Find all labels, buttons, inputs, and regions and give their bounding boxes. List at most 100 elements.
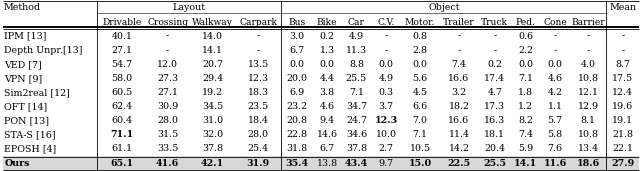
Text: 31.8: 31.8 [286, 144, 307, 154]
Text: 7.0: 7.0 [413, 116, 428, 125]
Text: 11.6: 11.6 [543, 159, 567, 168]
Text: 7.1: 7.1 [518, 74, 533, 83]
Text: 34.5: 34.5 [202, 102, 223, 111]
Text: 21.8: 21.8 [612, 130, 634, 139]
Text: 40.1: 40.1 [111, 32, 132, 41]
Text: 37.8: 37.8 [202, 144, 223, 154]
Text: 1.2: 1.2 [518, 102, 533, 111]
Text: 19.6: 19.6 [612, 102, 634, 111]
Text: 20.4: 20.4 [484, 144, 506, 154]
Text: -: - [385, 32, 388, 41]
Text: 12.9: 12.9 [578, 102, 599, 111]
Text: -: - [554, 32, 557, 41]
Text: 14.2: 14.2 [449, 144, 470, 154]
Text: Cone: Cone [543, 17, 567, 27]
Text: 0.6: 0.6 [518, 32, 533, 41]
Text: VED [7]: VED [7] [4, 60, 42, 69]
Text: Ped.: Ped. [516, 17, 536, 27]
Text: 10.8: 10.8 [578, 74, 599, 83]
Text: 7.1: 7.1 [349, 88, 364, 97]
Text: 37.8: 37.8 [346, 144, 367, 154]
Text: 5.8: 5.8 [548, 130, 563, 139]
Text: PON [13]: PON [13] [4, 116, 50, 125]
Text: 43.4: 43.4 [345, 159, 368, 168]
Text: 0.0: 0.0 [379, 60, 394, 69]
Text: 31.0: 31.0 [202, 116, 223, 125]
Text: -: - [385, 46, 388, 55]
Text: 7.4: 7.4 [518, 130, 533, 139]
Text: 4.9: 4.9 [379, 74, 394, 83]
Text: 0.3: 0.3 [379, 88, 394, 97]
Text: 0.8: 0.8 [413, 32, 428, 41]
Text: 3.7: 3.7 [379, 102, 394, 111]
Text: Object: Object [428, 3, 460, 12]
Text: 14.1: 14.1 [514, 159, 538, 168]
Text: 25.5: 25.5 [483, 159, 506, 168]
Text: Bus: Bus [288, 17, 305, 27]
Text: Ours: Ours [4, 159, 30, 168]
Text: 16.3: 16.3 [484, 116, 506, 125]
Text: 20.7: 20.7 [202, 60, 223, 69]
Text: 4.6: 4.6 [319, 102, 335, 111]
Text: 34.7: 34.7 [346, 102, 367, 111]
Text: 61.1: 61.1 [111, 144, 132, 154]
Text: 1.8: 1.8 [518, 88, 533, 97]
Text: 28.0: 28.0 [157, 116, 178, 125]
Text: 27.1: 27.1 [157, 88, 178, 97]
Text: 1.3: 1.3 [319, 46, 335, 55]
Text: 6.7: 6.7 [319, 144, 335, 154]
Text: 0.0: 0.0 [518, 60, 533, 69]
Text: 12.3: 12.3 [248, 74, 269, 83]
Text: -: - [621, 46, 625, 55]
Text: -: - [257, 46, 260, 55]
Text: -: - [458, 32, 461, 41]
Text: 11.4: 11.4 [449, 130, 470, 139]
Text: 60.5: 60.5 [111, 88, 132, 97]
Text: 8.1: 8.1 [580, 116, 596, 125]
Text: 2.2: 2.2 [518, 46, 533, 55]
Text: 22.1: 22.1 [612, 144, 634, 154]
Text: 17.4: 17.4 [484, 74, 506, 83]
Text: 17.5: 17.5 [612, 74, 634, 83]
Text: Bike: Bike [317, 17, 337, 27]
Text: 4.9: 4.9 [349, 32, 364, 41]
Text: 23.5: 23.5 [248, 102, 269, 111]
Text: 0.0: 0.0 [413, 60, 428, 69]
Text: 60.4: 60.4 [111, 116, 132, 125]
Text: STA-S [16]: STA-S [16] [4, 130, 56, 139]
Text: 17.3: 17.3 [484, 102, 506, 111]
Text: 10.0: 10.0 [376, 130, 397, 139]
Text: 11.3: 11.3 [346, 46, 367, 55]
Text: Truck: Truck [481, 17, 508, 27]
Text: 10.5: 10.5 [410, 144, 431, 154]
Text: 12.3: 12.3 [374, 116, 398, 125]
Text: 23.2: 23.2 [286, 102, 307, 111]
Text: 0.2: 0.2 [487, 60, 502, 69]
Text: Mean: Mean [609, 3, 636, 12]
Text: 42.1: 42.1 [201, 159, 224, 168]
Text: 19.1: 19.1 [612, 116, 634, 125]
Text: Depth Unpr.[13]: Depth Unpr.[13] [4, 46, 83, 55]
Text: 18.4: 18.4 [248, 116, 269, 125]
Text: 1.1: 1.1 [548, 102, 563, 111]
Text: 27.1: 27.1 [111, 46, 132, 55]
Text: 32.0: 32.0 [202, 130, 223, 139]
Text: 31.5: 31.5 [157, 130, 178, 139]
Text: 12.4: 12.4 [612, 88, 634, 97]
Text: Sim2real [12]: Sim2real [12] [4, 88, 70, 97]
Text: 18.2: 18.2 [449, 102, 470, 111]
Text: 4.7: 4.7 [487, 88, 502, 97]
Text: 14.0: 14.0 [202, 32, 223, 41]
Text: 4.4: 4.4 [319, 74, 335, 83]
Text: 20.0: 20.0 [286, 74, 307, 83]
Text: 20.8: 20.8 [286, 116, 307, 125]
Text: 13.4: 13.4 [578, 144, 599, 154]
Text: 7.6: 7.6 [548, 144, 563, 154]
Text: 27.3: 27.3 [157, 74, 178, 83]
Text: 13.8: 13.8 [316, 159, 337, 168]
Text: 28.0: 28.0 [248, 130, 269, 139]
Text: Trailer: Trailer [443, 17, 475, 27]
Text: 5.6: 5.6 [412, 74, 428, 83]
Text: 13.5: 13.5 [248, 60, 269, 69]
Text: 24.7: 24.7 [346, 116, 367, 125]
